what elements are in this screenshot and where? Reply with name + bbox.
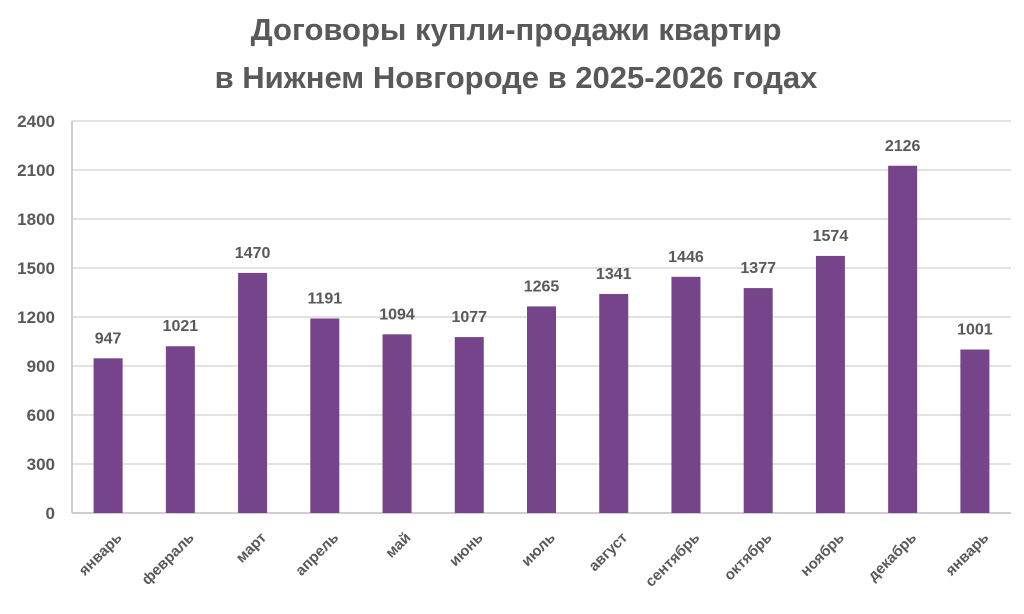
data-label: 1470 (235, 245, 271, 262)
data-label: 2126 (885, 138, 921, 155)
y-tick-label: 300 (27, 455, 55, 474)
x-tick-label: сентябрь (642, 529, 703, 590)
data-label: 1377 (740, 260, 776, 277)
bar-8 (599, 293, 629, 513)
bar-7 (527, 306, 556, 513)
x-tick-label: февраль (138, 529, 197, 588)
bar-9 (671, 276, 701, 513)
x-tick-label: июнь (446, 529, 487, 570)
bar-12 (888, 165, 918, 513)
data-label: 1265 (524, 278, 560, 295)
data-label: 1446 (668, 249, 704, 266)
x-tick-label: март (233, 529, 270, 566)
x-tick-label: январь (76, 529, 126, 579)
x-tick-label: май (382, 529, 414, 561)
y-tick-label: 1200 (17, 308, 55, 327)
data-label: 1341 (596, 266, 632, 283)
y-tick-label: 2100 (17, 161, 55, 180)
data-label: 1077 (451, 309, 487, 326)
x-tick-label: ноябрь (797, 529, 848, 580)
data-label: 1021 (163, 318, 199, 335)
x-tick-label: август (585, 529, 631, 575)
bar-3 (238, 272, 268, 513)
bar-5 (382, 334, 412, 513)
x-tick-label: октябрь (721, 529, 776, 584)
data-label: 1094 (379, 306, 415, 323)
y-tick-label: 1500 (17, 259, 55, 278)
x-tick-label: январь (942, 529, 992, 579)
data-label: 1191 (307, 290, 342, 307)
y-tick-label: 600 (27, 406, 55, 425)
bar-2 (165, 346, 195, 513)
chart-title-line-2: в Нижнем Новгороде в 2025-2026 годах (215, 60, 818, 95)
data-label: 947 (95, 330, 122, 347)
y-tick-label: 2400 (17, 112, 55, 131)
data-label: 1001 (957, 322, 993, 339)
bar-10 (743, 288, 773, 513)
x-tick-label: декабрь (865, 529, 920, 584)
bar-4 (310, 318, 340, 513)
y-tick-label: 0 (46, 504, 55, 523)
chart-title-line-1: Договоры купли-продажи квартир (251, 12, 782, 47)
bar-6 (454, 337, 484, 513)
bar-1 (93, 358, 123, 513)
data-label: 1574 (813, 228, 849, 245)
y-tick-label: 1800 (17, 210, 55, 229)
bar-11 (815, 255, 845, 513)
x-tick-label: июль (518, 529, 559, 570)
y-tick-label: 900 (27, 357, 55, 376)
bar-13 (960, 349, 990, 513)
x-tick-label: апрель (292, 529, 342, 579)
